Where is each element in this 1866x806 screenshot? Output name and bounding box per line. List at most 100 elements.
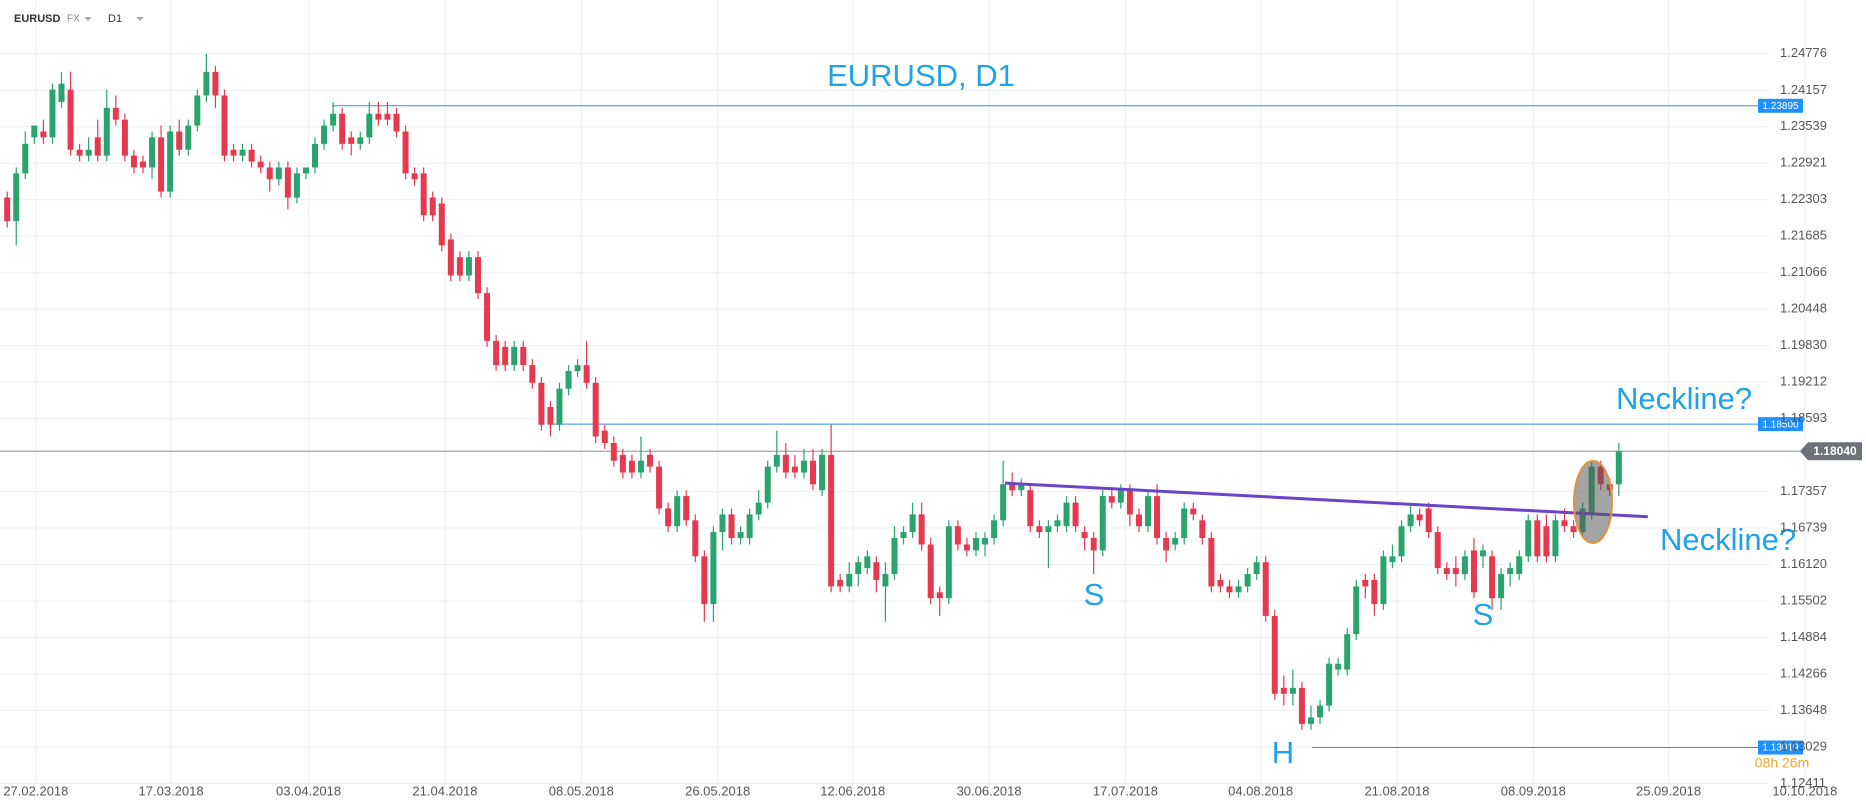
candle-body (76, 149, 83, 156)
candle-body (819, 454, 826, 491)
y-tick-label: 1.18593 (1780, 410, 1827, 425)
candle-body (719, 514, 726, 533)
candle-body (873, 562, 880, 580)
labels: EURUSD FX D1 EURUSD, D1 Neckline? Neckli… (3, 13, 1837, 799)
level-box (1758, 740, 1803, 755)
candle-body (728, 514, 735, 539)
candle-body (1371, 579, 1378, 605)
candle-body (58, 83, 65, 102)
candle-body (1081, 532, 1088, 539)
candle-body (1145, 496, 1152, 527)
candle-body (1000, 484, 1007, 521)
candle-body (185, 125, 192, 150)
market[interactable]: FX (67, 14, 80, 25)
candle-body (565, 371, 572, 389)
candle-body (22, 143, 29, 174)
candle-body (411, 173, 418, 180)
candle-body (954, 526, 961, 545)
candle-body (656, 466, 663, 509)
candle-body (121, 119, 128, 156)
level-label: 1.18500 (1762, 419, 1799, 430)
candle-body (40, 131, 47, 138)
candle-body (1335, 663, 1342, 670)
candle-body (1253, 562, 1260, 574)
y-tick-label: 1.23539 (1780, 118, 1827, 133)
trend-line (1004, 481, 1648, 519)
candle-body (1181, 508, 1188, 539)
candle-body (139, 161, 146, 168)
candle-body (601, 430, 608, 444)
candle-body (85, 149, 92, 156)
candle-body (891, 538, 898, 574)
candle-body (1344, 634, 1351, 670)
candle-body (1480, 550, 1487, 557)
candle-body (520, 346, 527, 366)
candle-body (1126, 490, 1133, 515)
candle-body (1307, 717, 1314, 724)
interval[interactable]: D1 (108, 13, 122, 25)
candle-body (1226, 586, 1233, 593)
x-tick-label: 08.09.2018 (1501, 783, 1566, 798)
candle-body (972, 538, 979, 551)
candle-body (239, 149, 246, 156)
candle-body (692, 520, 699, 557)
candle-body (1380, 556, 1387, 605)
x-tick-label: 25.09.2018 (1636, 783, 1701, 798)
candle-body (1009, 484, 1016, 491)
candle-body (1615, 451, 1622, 485)
candle-body (330, 113, 337, 126)
candle-body (4, 197, 11, 222)
candle-body (1516, 556, 1523, 574)
symbol[interactable]: EURUSD (14, 13, 61, 25)
candle-body (284, 167, 291, 198)
candle-body (348, 137, 355, 144)
x-tick-label: 17.03.2018 (139, 783, 204, 798)
candle-body (1280, 687, 1287, 694)
levels: 1.23895 1.18500 1.13019 1.18040 (0, 98, 1862, 755)
candle-body (746, 514, 753, 539)
candle-body (1570, 526, 1577, 533)
candle-body (619, 454, 626, 473)
candle-body (855, 562, 862, 574)
y-tick-label: 1.22921 (1780, 155, 1827, 170)
candle-body (1090, 538, 1097, 551)
candle-body (864, 556, 871, 569)
candle-body (647, 454, 654, 467)
y-tick-label: 1.19830 (1780, 337, 1827, 352)
candle-body (1561, 520, 1568, 527)
candle-body (1289, 687, 1296, 694)
y-tick-label: 1.19212 (1780, 374, 1827, 389)
candle-body (257, 161, 264, 168)
candle-body (610, 443, 617, 461)
candle-body (266, 167, 273, 180)
x-tick-label: 30.06.2018 (957, 783, 1022, 798)
candle-body (1298, 687, 1305, 724)
y-tick-label: 1.22303 (1780, 191, 1827, 206)
annotation: Neckline? (1660, 522, 1796, 557)
candle-body (782, 454, 789, 473)
candle-body (275, 167, 282, 180)
candle-body (1498, 573, 1505, 599)
y-tick-label: 1.21066 (1780, 264, 1827, 279)
y-tick-label: 1.14884 (1780, 629, 1827, 644)
y-tick-label: 1.21685 (1780, 228, 1827, 243)
candle-body (1389, 556, 1396, 563)
candle-body (366, 113, 373, 138)
candle-body (1543, 526, 1550, 557)
candle-body (1326, 663, 1333, 706)
y-tick-label: 1.16120 (1780, 556, 1827, 571)
y-tick-label: 1.24776 (1780, 45, 1827, 60)
candle-body (167, 131, 174, 192)
candle-body (484, 293, 491, 341)
candle-body (1199, 520, 1206, 539)
candle-body (982, 538, 989, 545)
chart-title: EURUSD, D1 (827, 58, 1015, 93)
candle-body (755, 502, 762, 515)
level-box (1758, 98, 1803, 113)
candle-body (583, 365, 590, 383)
candle-body (547, 407, 554, 425)
candle-body (1045, 526, 1052, 533)
candle-body (67, 89, 74, 150)
candle-body (665, 508, 672, 527)
candle-body (149, 137, 156, 168)
